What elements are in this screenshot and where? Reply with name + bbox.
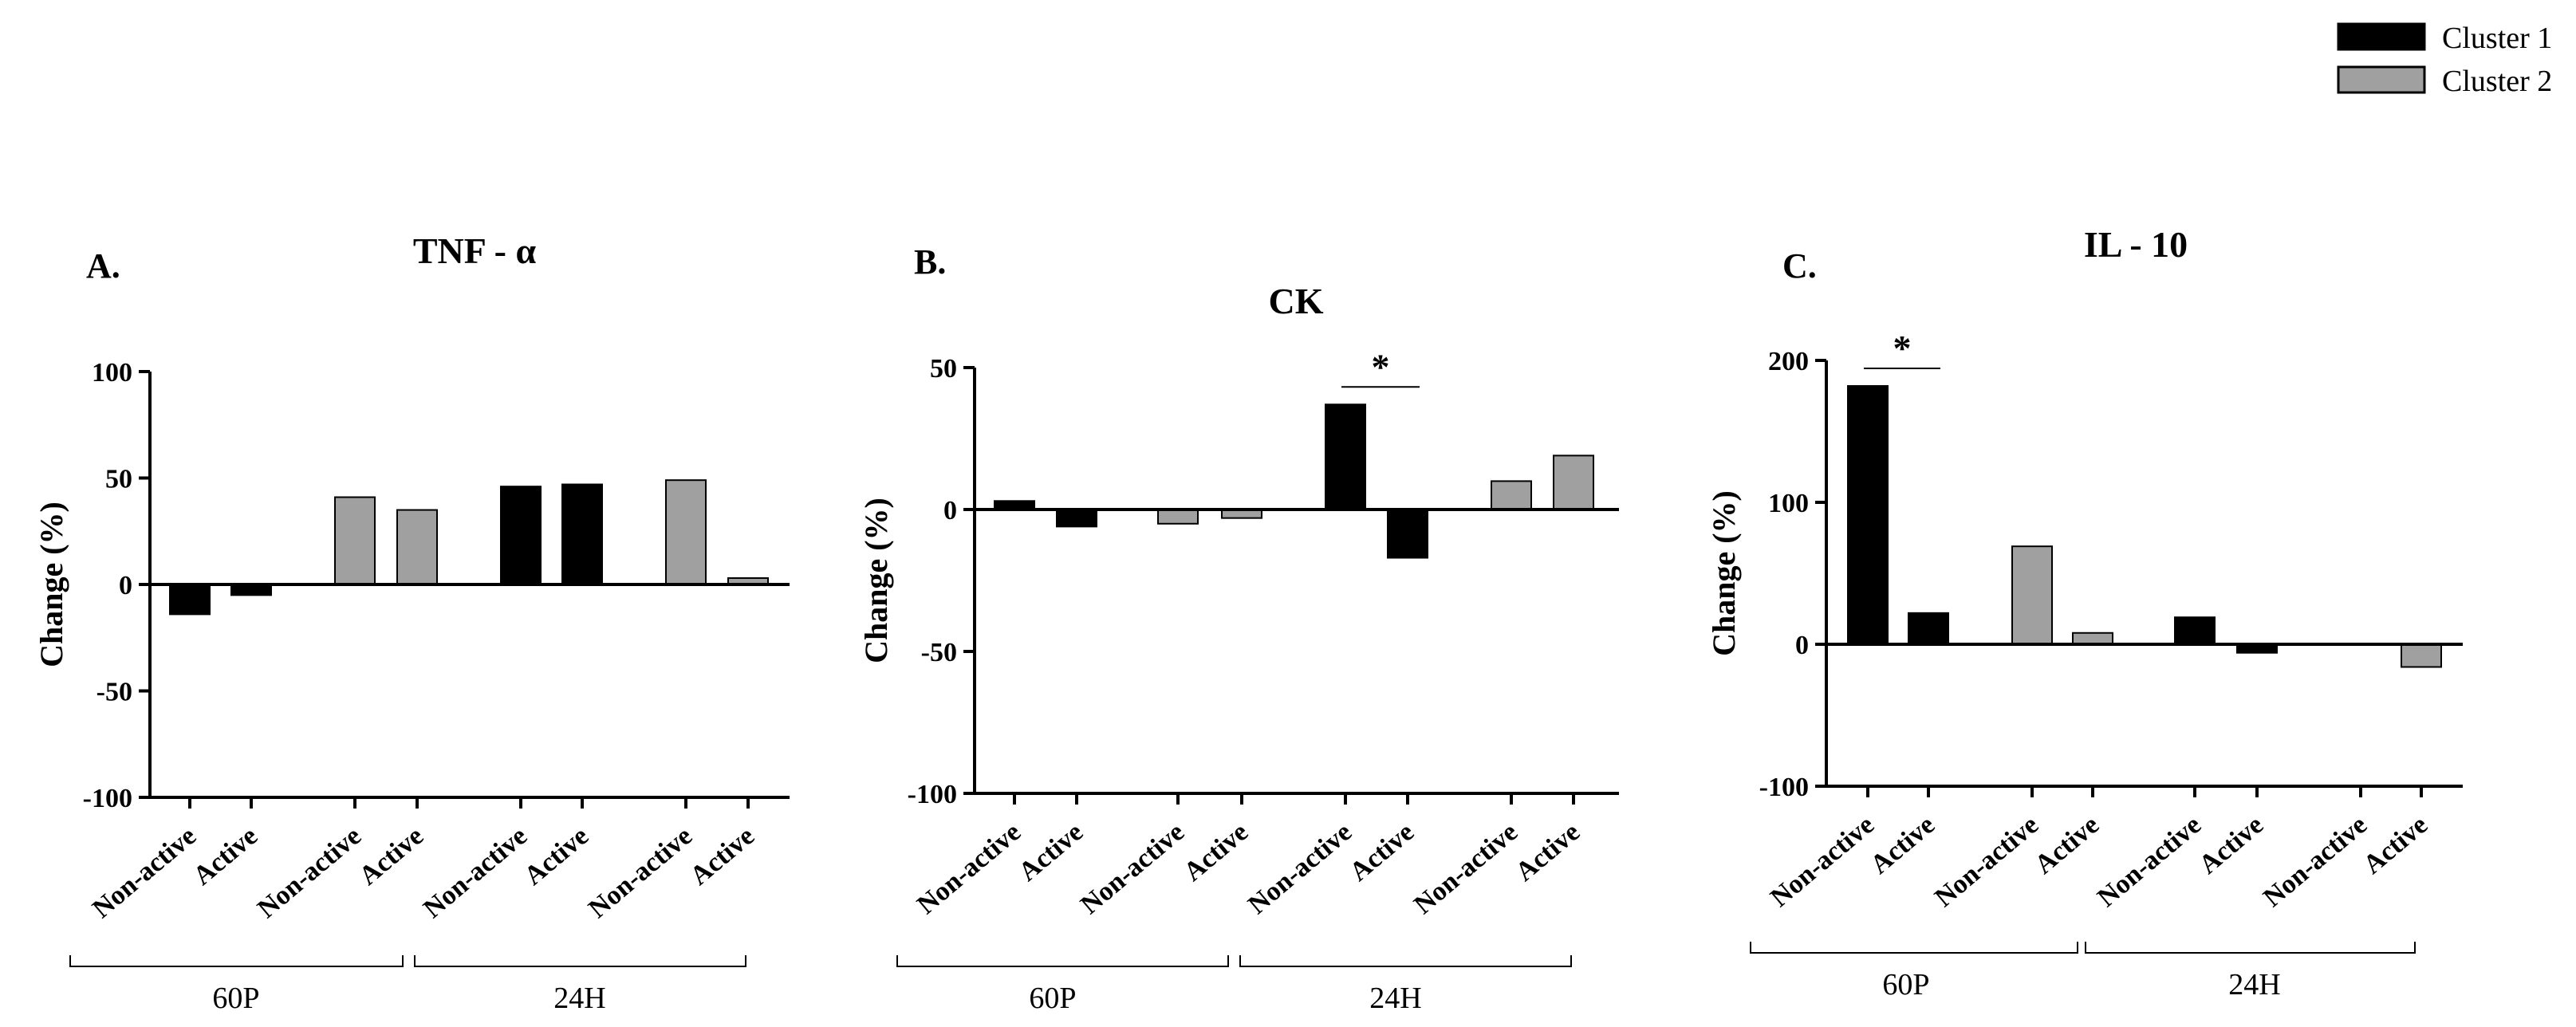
legend-label-1: Cluster 1 — [2442, 22, 2552, 55]
chart-panel-1: A. TNF - α Change (%) 100 50 0 -50 -100 Non-acti… — [33, 230, 790, 1015]
bar-7 — [1491, 480, 1532, 511]
group-bracket — [2085, 942, 2416, 954]
bar-5 — [2174, 616, 2216, 645]
legend-swatch-1 — [2337, 22, 2426, 51]
x-category-label: Active — [1510, 817, 1585, 887]
group-bracket — [1239, 955, 1572, 967]
x-category-label: Active — [353, 821, 429, 891]
group-label: 24H — [2228, 968, 2280, 1001]
x-category-label: Non-active — [252, 821, 367, 924]
bar-4 — [2072, 632, 2113, 646]
y-tick-label: -50 — [97, 678, 132, 707]
bar-6 — [1387, 509, 1428, 559]
group-bracket — [896, 955, 1229, 967]
bar-7 — [665, 479, 707, 585]
legend-label-2: Cluster 2 — [2442, 65, 2552, 98]
x-category-label: Non-active — [1243, 817, 1357, 920]
bar-5 — [1325, 403, 1366, 510]
y-axis-label: Change (%) — [33, 502, 69, 667]
bar-8 — [1553, 454, 1594, 510]
group-bracket — [69, 955, 404, 967]
y-tick-label: -100 — [908, 780, 957, 809]
panel-letter: C. — [1782, 246, 1817, 285]
bar-3 — [334, 496, 376, 586]
group-label: 24H — [1369, 982, 1421, 1015]
x-category-label: Non-active — [2092, 810, 2207, 913]
y-tick-label: 0 — [119, 571, 132, 600]
x-category-label: Non-active — [1408, 817, 1523, 920]
bar-4 — [396, 509, 438, 585]
y-tick-label: 50 — [105, 465, 132, 494]
x-category-label: Non-active — [2258, 810, 2373, 913]
bar-2 — [230, 584, 272, 596]
x-category-label: Active — [2193, 810, 2269, 880]
bar-1 — [1847, 385, 1889, 645]
x-category-label: Non-active — [1929, 810, 2044, 913]
y-tick-label: 50 — [930, 354, 957, 384]
group-bracket — [414, 955, 746, 967]
group-label: 24H — [553, 982, 605, 1015]
bar-3 — [2011, 545, 2053, 645]
panel-letter: A. — [86, 246, 120, 285]
x-category-label: Active — [1344, 817, 1420, 887]
x-category-label: Non-active — [583, 821, 698, 924]
bar-6 — [561, 483, 603, 586]
x-category-label: Active — [187, 821, 263, 891]
group-label: 60P — [1882, 968, 1929, 1001]
significance-star: * — [1372, 346, 1390, 387]
y-tick-label: 200 — [1768, 347, 1809, 376]
y-tick-label: 0 — [1795, 631, 1809, 660]
x-category-label: Active — [1013, 817, 1089, 887]
y-tick-label: -100 — [83, 784, 132, 813]
y-tick-label: -100 — [1759, 773, 1809, 802]
y-axis-label: Change (%) — [858, 498, 894, 663]
chart-title: IL - 10 — [2084, 224, 2188, 265]
group-bracket — [1750, 942, 2078, 954]
significance-star: * — [1893, 328, 1912, 368]
bar-8 — [2401, 643, 2442, 668]
x-category-label: Non-active — [1075, 817, 1190, 920]
chart-title: TNF - α — [413, 230, 537, 271]
x-category-label: Active — [518, 821, 594, 891]
group-label: 60P — [1029, 982, 1076, 1015]
y-tick-label: 100 — [1768, 489, 1809, 518]
y-axis-label: Change (%) — [1706, 490, 1742, 656]
legend-swatch-2 — [2337, 65, 2426, 94]
x-category-label: Non-active — [912, 817, 1026, 920]
x-category-label: Non-active — [87, 821, 202, 924]
chart-title: CK — [1269, 281, 1324, 321]
group-label: 60P — [212, 982, 259, 1015]
bar-1 — [169, 584, 211, 616]
x-category-label: Active — [684, 821, 760, 891]
x-category-label: Non-active — [418, 821, 533, 924]
chart-panel-3: C. IL - 10 Change (%) 200 100 0 -100 Non-active… — [1706, 224, 2463, 1001]
x-category-label: Non-active — [1765, 810, 1880, 913]
x-category-label: Active — [2029, 810, 2105, 880]
bar-2 — [1908, 612, 1949, 646]
x-category-label: Active — [2357, 810, 2433, 880]
y-tick-label: -50 — [921, 638, 957, 667]
panel-letter: B. — [914, 242, 946, 281]
bar-2 — [1056, 509, 1097, 528]
y-tick-label: 0 — [943, 496, 957, 525]
y-tick-label: 100 — [92, 358, 132, 388]
bar-5 — [500, 486, 542, 585]
x-category-label: Active — [1865, 810, 1940, 880]
x-category-label: Active — [1178, 817, 1254, 887]
legend: Cluster 1 Cluster 2 — [2337, 22, 2552, 98]
bar-3 — [1157, 509, 1199, 525]
